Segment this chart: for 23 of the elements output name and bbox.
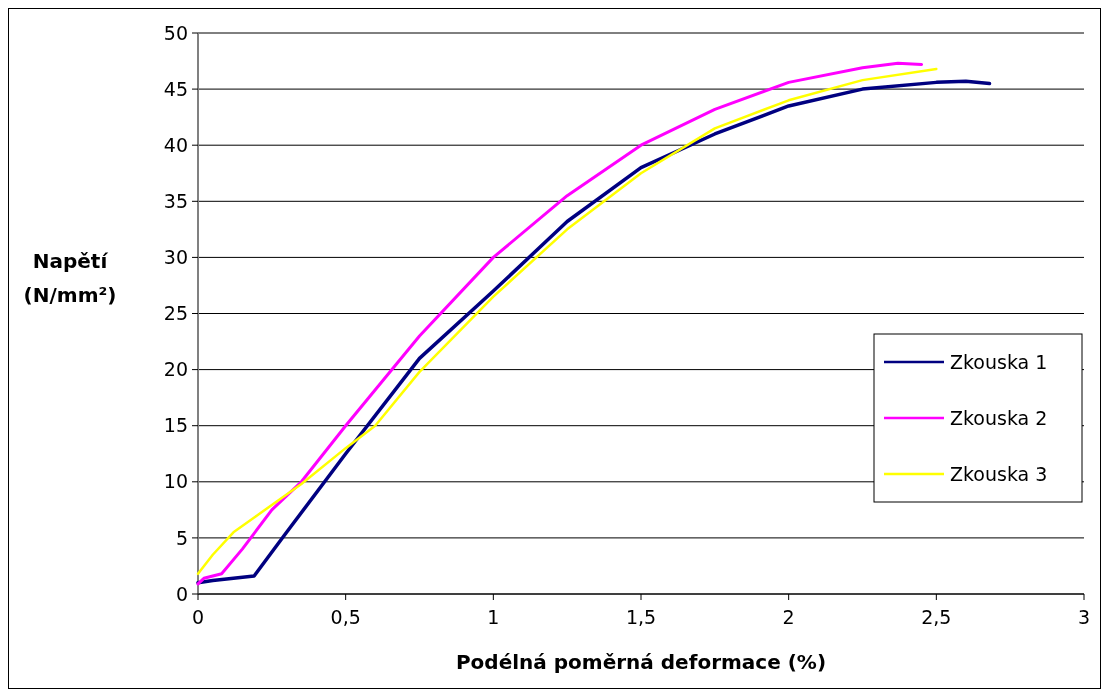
y-tick-label: 10	[163, 470, 188, 493]
y-tick-label: 15	[163, 414, 188, 437]
y-tick-label: 50	[163, 21, 188, 44]
y-axis-title: Napětí (N/mm²)	[23, 249, 117, 307]
x-tick-label: 1,5	[625, 606, 657, 628]
x-tick-label: 0,5	[330, 606, 361, 628]
legend-label: Zkouska 2	[950, 406, 1048, 429]
x-axis-title: Podélná poměrná deformace (%)	[455, 650, 827, 674]
y-tick-label: 5	[175, 526, 188, 549]
x-tick-label: 2	[782, 606, 795, 628]
x-tick-label: 1	[487, 606, 500, 628]
x-tick-label: 2,5	[921, 606, 952, 628]
y-tick-label: 30	[163, 246, 188, 269]
y-tick-label: 20	[163, 358, 188, 381]
y-tick-label: 25	[163, 302, 188, 325]
legend-label: Zkouska 1	[950, 350, 1048, 373]
y-tick-label: 35	[163, 189, 188, 212]
y-tick-label: 45	[163, 77, 188, 100]
legend-label: Zkouska 3	[950, 462, 1048, 485]
y-tick-label: 0	[175, 582, 188, 605]
y-tick-label: 40	[163, 133, 188, 156]
x-tick-label: 3	[1077, 606, 1091, 628]
x-tick-label: 0	[191, 606, 205, 628]
